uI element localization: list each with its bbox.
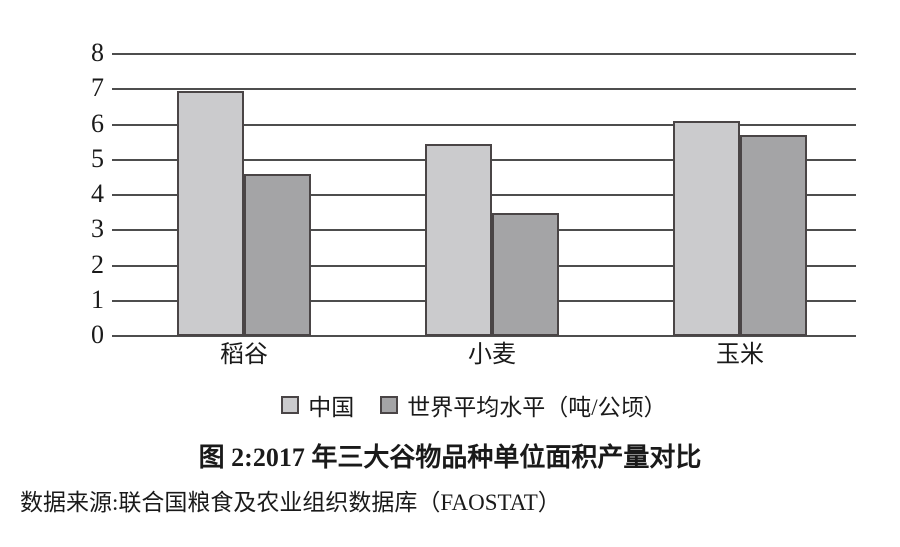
bar-稻谷-世界平均水平（吨/公顷） (244, 174, 311, 336)
bar-小麦-中国 (425, 144, 492, 336)
gridline-y-8 (112, 53, 856, 55)
gridline-y-7 (112, 88, 856, 91)
bar-玉米-中国 (673, 121, 740, 336)
legend-swatch-icon (281, 396, 300, 414)
gridline-y-0 (112, 335, 856, 337)
y-tick-label-4: 4 (91, 179, 104, 208)
y-axis-tick-labels: 0 1 2 3 4 5 6 7 8 (62, 40, 104, 348)
chart-title: 图 2:2017 年三大谷物品种单位面积产量对比 (198, 443, 702, 472)
y-tick-label-7: 7 (91, 73, 104, 103)
data-source-note: 数据来源:联合国粮食及农业组织数据库（FAOSTAT） (20, 490, 561, 515)
bar-玉米-世界平均水平（吨/公顷） (740, 135, 807, 336)
bar-小麦-世界平均水平（吨/公顷） (492, 213, 559, 336)
legend-label: 世界平均水平（吨/公顷） (407, 395, 667, 420)
legend-item-world-average: 世界平均水平（吨/公顷） (380, 388, 667, 422)
y-tick-label-2: 2 (91, 249, 104, 279)
legend-item-china: 中国 (281, 388, 354, 422)
x-axis-category-labels: 稻谷 小麦 玉米 (112, 342, 856, 372)
chart-plot-area (112, 53, 856, 337)
y-tick-label-0: 0 (91, 320, 104, 349)
legend-swatch-icon (380, 396, 399, 414)
y-tick-label-5: 5 (91, 143, 104, 173)
x-label-稻谷: 稻谷 (220, 342, 268, 368)
y-tick-label-6: 6 (91, 108, 104, 138)
bar-稻谷-中国 (177, 91, 244, 336)
y-tick-label-3: 3 (91, 214, 104, 244)
x-label-玉米: 玉米 (716, 342, 764, 368)
y-tick-label-8: 8 (91, 38, 104, 67)
chart-legend: 中国 世界平均水平（吨/公顷） (0, 388, 900, 422)
x-label-小麦: 小麦 (468, 342, 516, 368)
y-tick-label-1: 1 (91, 284, 104, 314)
gridline-y-6 (112, 123, 856, 126)
legend-label: 中国 (308, 395, 355, 420)
